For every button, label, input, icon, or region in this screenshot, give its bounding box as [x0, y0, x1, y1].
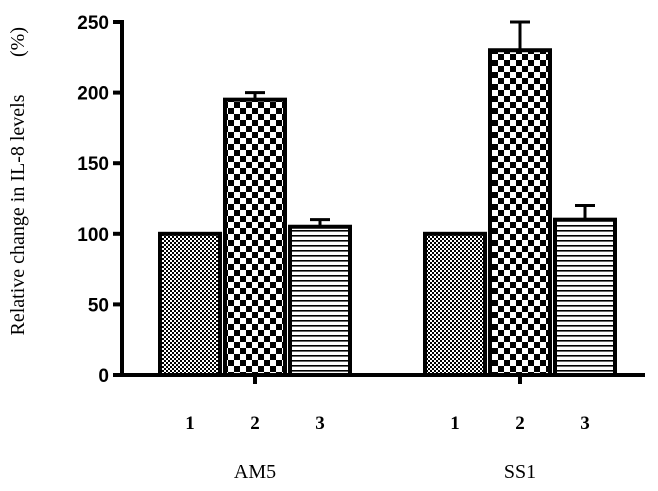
- category-label: 2: [515, 413, 525, 434]
- bar: [553, 217, 617, 377]
- y-axis-label: Relative change in IL-8 levels: [7, 94, 29, 335]
- y-tick-label: 50: [88, 295, 109, 316]
- bar: [423, 231, 487, 377]
- y-tick-label: 150: [77, 154, 109, 175]
- y-axis-unit: (%): [7, 27, 29, 57]
- bar: [158, 231, 222, 377]
- y-tick-label: 0: [98, 366, 109, 387]
- bar: [223, 97, 287, 377]
- y-axis: 0 50 100 150 200 250: [77, 13, 124, 387]
- category-label: 2: [250, 413, 260, 434]
- category-label: 1: [185, 413, 195, 434]
- bar: [488, 48, 552, 378]
- category-label: 1: [450, 413, 460, 434]
- group-label: SS1: [504, 461, 536, 483]
- group-label: AM5: [234, 461, 276, 483]
- y-tick-label: 200: [77, 84, 109, 105]
- category-label: 3: [315, 413, 325, 434]
- category-label: 3: [580, 413, 590, 434]
- bar: [288, 224, 352, 377]
- y-tick-label: 100: [77, 225, 109, 246]
- y-tick-label: 250: [77, 13, 109, 34]
- bars: 1 2 3 AM5 1 2 3 SS1: [158, 20, 617, 483]
